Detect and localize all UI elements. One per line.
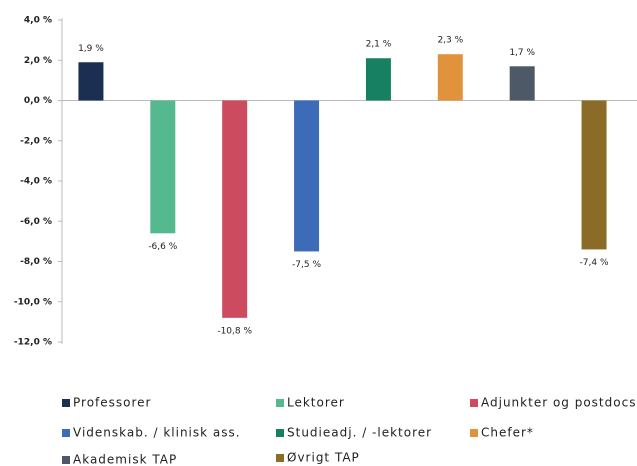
y-tick-label: 0,0 % (24, 96, 52, 106)
legend-label: Øvrigt TAP (287, 451, 360, 465)
y-tick-label: -4,0 % (20, 177, 52, 187)
bar (509, 66, 535, 101)
legend-label: Adjunkter og postdocs (481, 396, 636, 410)
bar (150, 100, 176, 234)
bar (294, 100, 320, 252)
legend-swatch (276, 454, 284, 462)
y-tick-label: 4,0 % (24, 16, 52, 26)
bar (222, 100, 248, 318)
legend-label: Chefer* (481, 426, 534, 440)
legend-label: Professorer (73, 396, 151, 410)
data-label: 1,9 % (78, 44, 104, 54)
data-label: 2,3 % (437, 36, 463, 46)
y-tick-label: -12,0 % (14, 338, 52, 348)
legend-swatch (470, 399, 478, 407)
y-tick-label: -10,0 % (14, 297, 52, 307)
legend-swatch (62, 399, 70, 407)
y-tick-label: -6,0 % (20, 217, 52, 227)
y-tick-label: 2,0 % (24, 56, 52, 66)
data-label: -7,4 % (580, 258, 609, 268)
y-tick-label: -8,0 % (20, 257, 52, 267)
data-label: -6,6 % (148, 242, 177, 252)
legend-label: Studieadj. / -lektorer (287, 426, 432, 440)
legend-label: Lektorer (287, 396, 345, 410)
legend-swatch (470, 429, 478, 437)
bar (78, 62, 104, 101)
legend-swatch (276, 399, 284, 407)
legend-swatch (276, 429, 284, 437)
legend-label: Akademisk TAP (73, 453, 177, 466)
legend-label: Videnskab. / klinisk ass. (73, 426, 241, 440)
data-label: 1,7 % (509, 48, 535, 58)
bar (437, 54, 463, 101)
legend-swatch (62, 429, 70, 437)
legend-swatch (62, 456, 70, 464)
data-label: -7,5 % (292, 260, 321, 270)
y-tick-label: -2,0 % (20, 136, 52, 146)
bar (581, 100, 607, 250)
bar (365, 58, 391, 101)
data-label: 2,1 % (366, 40, 392, 50)
data-label: -10,8 % (217, 326, 252, 336)
